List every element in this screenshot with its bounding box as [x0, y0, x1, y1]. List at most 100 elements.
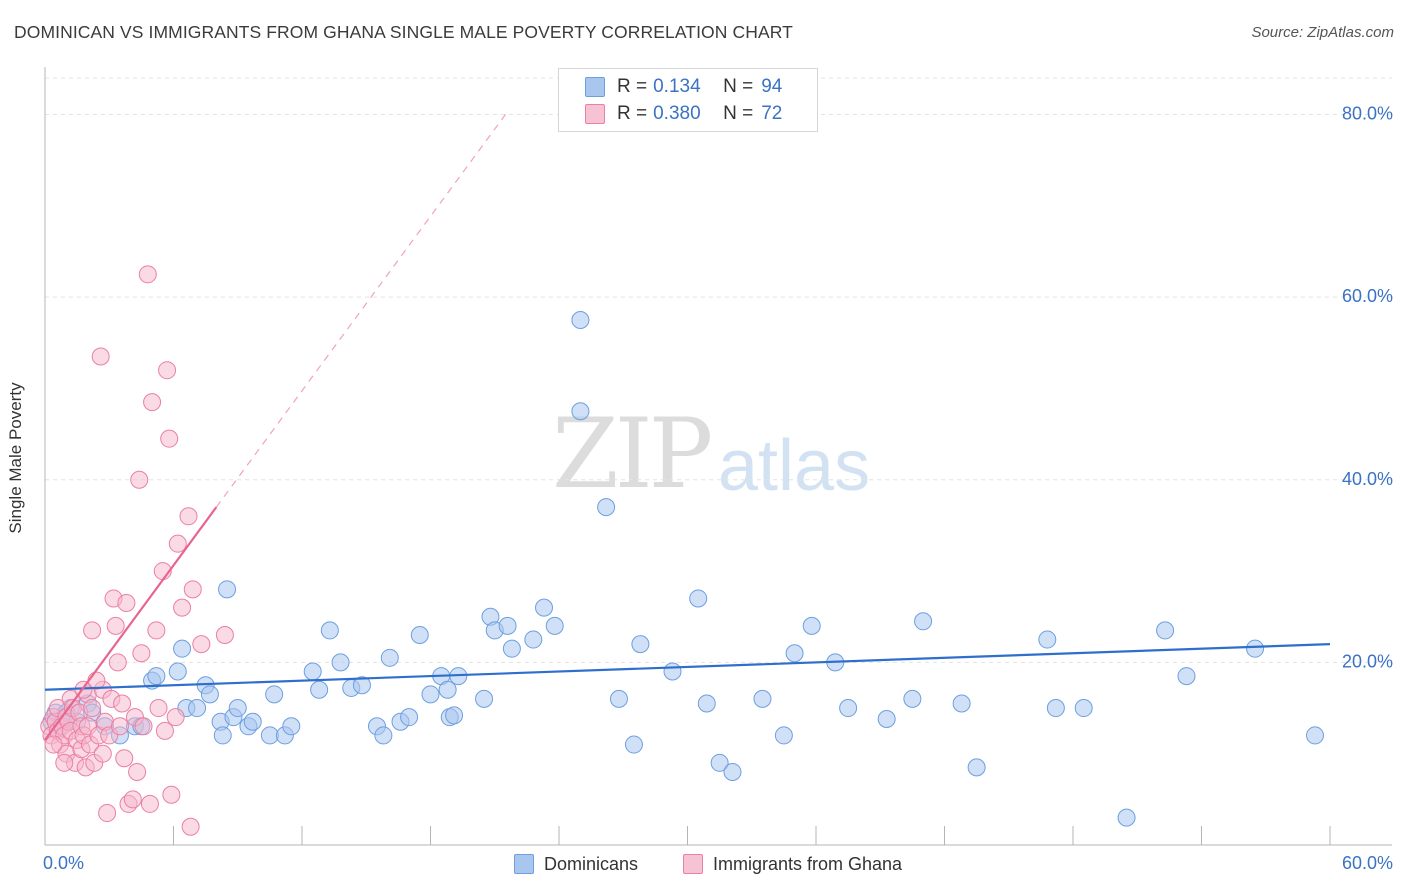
ghana-point — [113, 694, 132, 713]
ghana-point — [183, 580, 202, 599]
dominicans-point — [624, 735, 643, 754]
dominicans-point — [914, 612, 933, 631]
ghana-point — [123, 790, 142, 809]
dominicans-point — [785, 644, 804, 663]
ghana-point — [215, 625, 234, 644]
ghana-point — [160, 429, 179, 448]
dominicans-point — [571, 402, 590, 421]
dominicans-point — [200, 685, 219, 704]
ghana-point — [110, 717, 129, 736]
dominicans-point — [218, 580, 237, 599]
dominicans-point — [498, 616, 517, 635]
dominicans-point — [228, 699, 247, 718]
blue-swatch-icon — [514, 854, 534, 874]
legend-label: Immigrants from Ghana — [713, 853, 903, 874]
correlation-legend: R = 0.134 N = 94 R = 0.380 N = 72 — [558, 68, 818, 132]
ghana-point — [83, 621, 102, 640]
dominicans-point — [524, 630, 543, 649]
dominicans-point — [1177, 667, 1196, 686]
x-tick-label-min: 0.0% — [43, 853, 84, 873]
ghana-point — [166, 708, 185, 727]
dominicans-point — [697, 694, 716, 713]
watermark-atlas: atlas — [718, 426, 871, 506]
n-value: 94 — [761, 76, 783, 97]
n-value: 72 — [761, 103, 783, 124]
dominicans-point — [173, 639, 192, 658]
ghana-point — [173, 598, 192, 617]
ghana-point — [128, 762, 147, 781]
ghana-point — [140, 794, 159, 813]
ghana-point — [147, 621, 166, 640]
y-tick-label: 60.0% — [1342, 286, 1393, 306]
x-tick-label-max: 60.0% — [1342, 853, 1393, 873]
y-tick-label: 80.0% — [1342, 104, 1393, 124]
dominicans-point — [380, 648, 399, 667]
ghana-point — [181, 817, 200, 836]
dominicans-point — [168, 662, 187, 681]
ghana-trend-extension — [215, 114, 506, 508]
dominicans-point — [421, 685, 440, 704]
dominicans-point — [967, 758, 986, 777]
ghana-point — [134, 717, 153, 736]
dominicans-point — [475, 689, 494, 708]
r-label: R = — [617, 103, 648, 124]
dominicans-point — [331, 653, 350, 672]
dominicans-point — [303, 662, 322, 681]
dominicans-point — [213, 726, 232, 745]
dominicans-point — [545, 616, 564, 635]
pink-swatch-icon — [683, 854, 703, 874]
pink-swatch-icon — [585, 104, 605, 124]
r-value: 0.380 — [653, 103, 701, 124]
ghana-point — [158, 361, 177, 380]
dominicans-point — [1074, 699, 1093, 718]
dominicans-point — [723, 762, 742, 781]
ghana-point — [115, 749, 134, 768]
dominicans-point — [1038, 630, 1057, 649]
dominicans-point — [352, 676, 371, 695]
dominicans-point — [147, 667, 166, 686]
legend-row-ghana: R = 0.380 N = 72 — [585, 102, 782, 126]
dominicans-point — [952, 694, 971, 713]
dominicans-point — [774, 726, 793, 745]
dominicans-point — [243, 712, 262, 731]
dominicans-point — [438, 680, 457, 699]
dominicans-point — [260, 726, 279, 745]
ghana-point — [179, 507, 198, 526]
dominicans-point — [597, 498, 616, 517]
dominicans-point — [374, 726, 393, 745]
legend-item-ghana: Immigrants from Ghana — [683, 852, 902, 876]
dominicans-point — [535, 598, 554, 617]
ghana-point — [192, 635, 211, 654]
ghana-point — [108, 653, 127, 672]
dominicans-point — [689, 589, 708, 608]
dominicans-point — [265, 685, 284, 704]
dominicans-point — [1246, 639, 1265, 658]
ghana-point — [83, 699, 102, 718]
ghana-point — [132, 644, 151, 663]
r-label: R = — [617, 76, 648, 97]
dominicans-point — [282, 717, 301, 736]
ghana-trend-line — [44, 506, 218, 741]
dominicans-point — [400, 708, 419, 727]
dominicans-point — [1156, 621, 1175, 640]
ghana-point — [87, 671, 106, 690]
ghana-point — [143, 393, 162, 412]
dominicans-point — [445, 706, 464, 725]
r-value: 0.134 — [653, 76, 701, 97]
ghana-point — [155, 721, 174, 740]
ghana-point — [44, 735, 63, 754]
ghana-point — [138, 265, 157, 284]
dominicans-point — [502, 639, 521, 658]
n-label: N = — [723, 103, 754, 124]
dominicans-point — [753, 689, 772, 708]
ghana-point — [117, 594, 136, 613]
y-tick-label: 40.0% — [1342, 469, 1393, 489]
dominicans-point — [802, 616, 821, 635]
ghana-point — [93, 744, 112, 763]
dominicans-point — [410, 625, 429, 644]
dominicans-trend-line — [44, 643, 1331, 691]
dominicans-point — [710, 753, 729, 772]
source-label: Source: ZipAtlas.com — [1251, 24, 1394, 41]
y-axis-label: Single Male Poverty — [6, 382, 25, 534]
dominicans-point — [1306, 726, 1325, 745]
